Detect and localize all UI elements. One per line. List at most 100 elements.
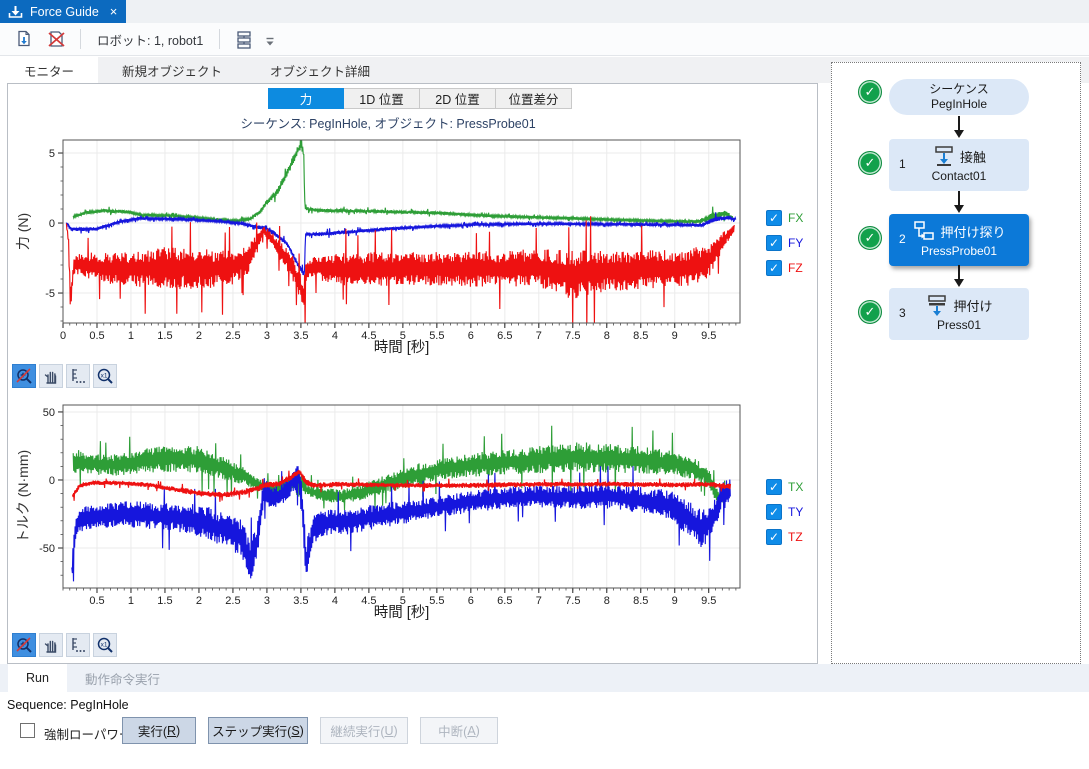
toolbar-overflow-button[interactable] (264, 28, 276, 50)
svg-text:7.5: 7.5 (565, 595, 580, 607)
tab-object-detail[interactable]: オブジェクト詳細 (246, 57, 394, 83)
axis-scale-icon (69, 367, 87, 385)
step-name: Press01 (889, 318, 1029, 332)
svg-text:4: 4 (332, 595, 338, 607)
svg-text:7: 7 (536, 595, 542, 607)
ty-checkbox[interactable]: ✓ (766, 504, 782, 520)
clear-data-button[interactable] (44, 27, 68, 51)
tab-1d-position[interactable]: 1D 位置 (344, 88, 420, 109)
svg-text:3.5: 3.5 (293, 595, 308, 607)
legend-item-fx[interactable]: ✓ FX (766, 209, 818, 226)
tab-force[interactable]: 力 (268, 88, 344, 109)
save-data-icon (15, 30, 33, 49)
svg-text:0: 0 (49, 218, 55, 230)
force-chart[interactable]: 00.511.522.533.544.555.566.577.588.599.5… (8, 134, 818, 369)
step-number: 3 (899, 306, 906, 320)
fx-checkbox[interactable]: ✓ (766, 210, 782, 226)
step-node-press01[interactable]: 3 押付け Press01 (889, 288, 1029, 340)
svg-text:8: 8 (604, 330, 610, 342)
run-panel: Run 動作命令実行 Sequence: PegInHole 強制ローパワー 実… (0, 664, 1089, 769)
tz-label: TZ (788, 530, 803, 544)
status-success-icon: ✓ (858, 151, 882, 175)
svg-text:x1: x1 (101, 373, 108, 380)
svg-text:8: 8 (604, 595, 610, 607)
run-tab-strip: Run 動作命令実行 (0, 664, 1089, 692)
svg-text:4: 4 (332, 330, 338, 342)
step-node-pressprobe01-selected[interactable]: 2 押付け探り PressProbe01 (889, 214, 1029, 266)
status-success-icon: ✓ (858, 80, 882, 104)
torque-chart[interactable]: 0.511.522.533.544.555.566.577.588.599.55… (8, 399, 818, 634)
svg-text:9.5: 9.5 (701, 595, 716, 607)
zoom-select-button[interactable] (12, 633, 36, 657)
sequence-name-label: Sequence: PegInHole (7, 698, 129, 712)
sequence-flow-panel: ✓ シーケンス PegInHole ✓ 1 接触 Contact01 ✓ 2 (831, 62, 1081, 664)
svg-text:9: 9 (672, 330, 678, 342)
tab-new-object[interactable]: 新規オブジェクト (98, 57, 246, 83)
step-type-label: 接触 (960, 147, 986, 166)
tab-title: Force Guide (30, 5, 99, 19)
force-guide-icon (8, 5, 23, 19)
axis-scale-button[interactable] (66, 633, 90, 657)
toolbar-overflow-icon (265, 37, 275, 47)
flow-arrow-icon (953, 116, 965, 139)
step-execute-button[interactable]: ステップ実行(S) (208, 717, 308, 744)
svg-text:5: 5 (49, 148, 55, 160)
zoom-select-button[interactable] (12, 364, 36, 388)
svg-text:時間 [秒]: 時間 [秒] (374, 604, 430, 621)
step-type-label: 押付け探り (940, 222, 1005, 241)
sequence-root-type: シーケンス (929, 82, 988, 97)
svg-text:6: 6 (468, 595, 474, 607)
contact-icon (932, 144, 956, 168)
zoom-reset-button[interactable]: x1 (93, 364, 117, 388)
pan-button[interactable] (39, 364, 63, 388)
tab-position-diff[interactable]: 位置差分 (496, 88, 572, 109)
zoom-reset-button[interactable]: x1 (93, 633, 117, 657)
svg-text:トルク (N·mm): トルク (N·mm) (15, 450, 31, 543)
svg-text:x1: x1 (101, 642, 108, 649)
tz-checkbox[interactable]: ✓ (766, 529, 782, 545)
svg-text:力 (N): 力 (N) (15, 213, 31, 250)
flow-arrow-icon (953, 191, 965, 214)
press-icon (925, 293, 949, 317)
fy-checkbox[interactable]: ✓ (766, 235, 782, 251)
tab-motion-command: 動作命令実行 (67, 664, 178, 692)
execute-button[interactable]: 実行(R) (122, 717, 196, 744)
svg-text:7: 7 (536, 330, 542, 342)
legend-item-tz[interactable]: ✓ TZ (766, 528, 818, 545)
toolbar-separator (80, 29, 81, 49)
step-node-contact01[interactable]: 1 接触 Contact01 (889, 139, 1029, 191)
chart-type-tab-strip: 力 1D 位置 2D 位置 位置差分 (268, 88, 572, 109)
force-low-power-checkbox[interactable] (20, 723, 35, 738)
sequence-root-node[interactable]: シーケンス PegInHole (889, 79, 1029, 115)
tab-close-icon[interactable]: × (110, 5, 118, 18)
tab-monitor[interactable]: モニター (0, 57, 98, 83)
svg-text:0: 0 (49, 475, 55, 487)
force-guide-toolbar: ロボット: 1, robot1 (0, 23, 1089, 56)
force-guide-document-tab[interactable]: Force Guide × (0, 0, 126, 23)
tx-checkbox[interactable]: ✓ (766, 479, 782, 495)
zoom-select-icon (15, 636, 33, 654)
tab-2d-position[interactable]: 2D 位置 (420, 88, 496, 109)
zoom-select-icon (15, 367, 33, 385)
chart-subtitle: シーケンス: PegInHole, オブジェクト: PressProbe01 (8, 113, 768, 132)
svg-text:1: 1 (128, 330, 134, 342)
svg-text:0.5: 0.5 (89, 595, 104, 607)
torque-chart-zoom-toolbar: x1 (12, 633, 117, 657)
svg-text:時間 [秒]: 時間 [秒] (374, 339, 430, 356)
status-success-icon: ✓ (858, 300, 882, 324)
save-data-button[interactable] (12, 27, 36, 51)
legend-item-fy[interactable]: ✓ FY (766, 234, 818, 251)
legend-item-fz[interactable]: ✓ FZ (766, 259, 818, 276)
axis-scale-button[interactable] (66, 364, 90, 388)
svg-text:1.5: 1.5 (157, 330, 172, 342)
legend-item-ty[interactable]: ✓ TY (766, 503, 818, 520)
legend-item-tx[interactable]: ✓ TX (766, 478, 818, 495)
axis-scale-icon (69, 636, 87, 654)
svg-text:2.5: 2.5 (225, 330, 240, 342)
sequence-view-button[interactable] (232, 27, 256, 51)
svg-text:3.5: 3.5 (293, 330, 308, 342)
pan-button[interactable] (39, 633, 63, 657)
robot-selector-label: ロボット: 1, robot1 (93, 30, 207, 49)
tab-run[interactable]: Run (8, 664, 67, 692)
fz-checkbox[interactable]: ✓ (766, 260, 782, 276)
